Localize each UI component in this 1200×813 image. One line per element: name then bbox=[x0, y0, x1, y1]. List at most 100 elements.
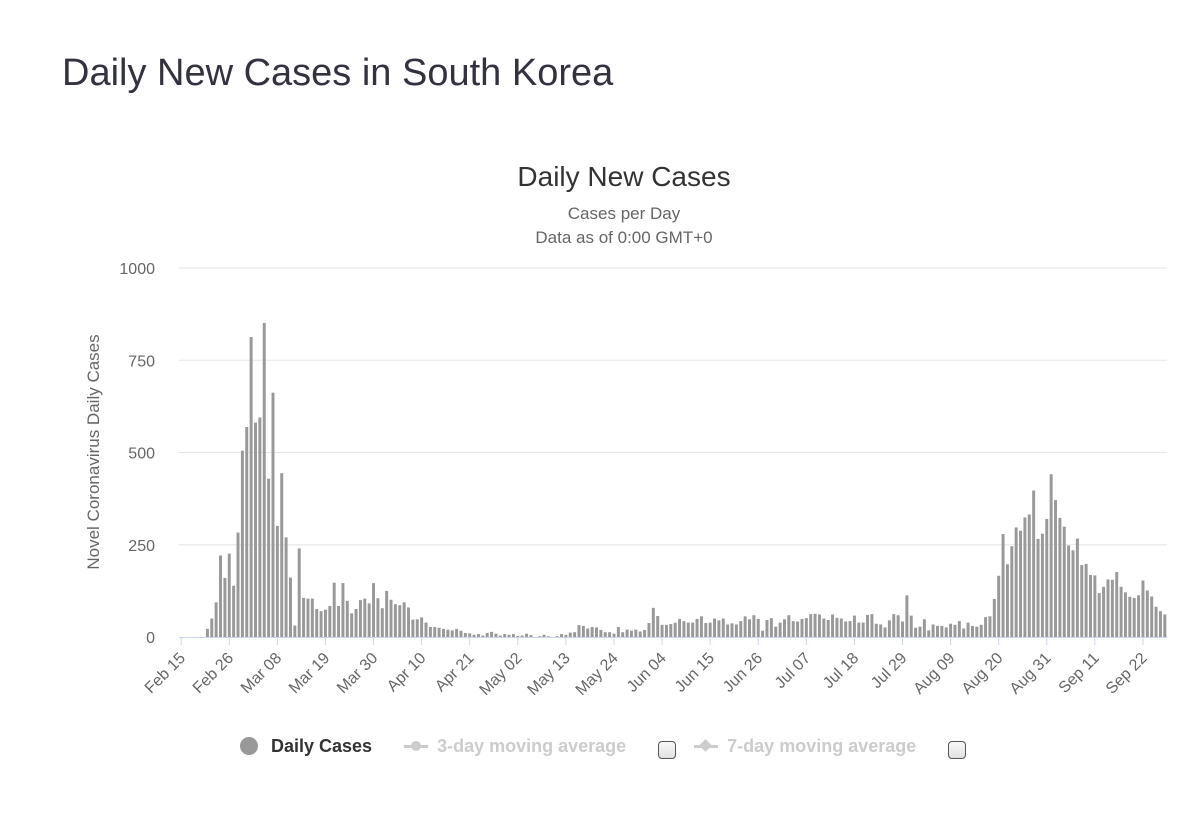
bar[interactable] bbox=[1141, 580, 1145, 637]
bar[interactable] bbox=[1054, 500, 1058, 637]
bar[interactable] bbox=[822, 618, 826, 637]
bar[interactable] bbox=[280, 473, 284, 637]
bar[interactable] bbox=[599, 629, 603, 637]
bar[interactable] bbox=[1010, 546, 1014, 637]
bar[interactable] bbox=[1115, 572, 1119, 637]
bar[interactable] bbox=[695, 618, 699, 637]
bar[interactable] bbox=[752, 615, 756, 637]
bar[interactable] bbox=[1106, 579, 1110, 637]
bar[interactable] bbox=[319, 611, 323, 637]
bar[interactable] bbox=[288, 577, 292, 637]
bar[interactable] bbox=[1158, 611, 1162, 637]
bar[interactable] bbox=[481, 635, 485, 637]
bar[interactable] bbox=[774, 626, 778, 637]
bar[interactable] bbox=[345, 600, 349, 637]
bar[interactable] bbox=[590, 627, 594, 637]
bar[interactable] bbox=[450, 630, 454, 637]
bar[interactable] bbox=[936, 625, 939, 637]
bar[interactable] bbox=[608, 632, 612, 637]
bar[interactable] bbox=[616, 627, 620, 637]
bar[interactable] bbox=[1014, 527, 1018, 637]
bar[interactable] bbox=[210, 618, 214, 637]
bar[interactable] bbox=[564, 634, 568, 637]
bar[interactable] bbox=[407, 607, 410, 637]
bar[interactable] bbox=[949, 623, 953, 637]
bar[interactable] bbox=[428, 627, 432, 637]
bar[interactable] bbox=[682, 621, 686, 637]
bar[interactable] bbox=[525, 633, 529, 637]
bar[interactable] bbox=[844, 621, 848, 638]
bar[interactable] bbox=[1137, 595, 1141, 637]
bar[interactable] bbox=[962, 628, 966, 637]
bar[interactable] bbox=[297, 548, 301, 637]
bar[interactable] bbox=[507, 634, 511, 637]
bar[interactable] bbox=[1080, 565, 1084, 637]
bar[interactable] bbox=[997, 575, 1001, 637]
bar[interactable] bbox=[310, 598, 314, 637]
bar[interactable] bbox=[892, 614, 896, 637]
bar[interactable] bbox=[385, 590, 389, 638]
bar[interactable] bbox=[503, 634, 507, 637]
bar[interactable] bbox=[848, 621, 852, 637]
bar[interactable] bbox=[262, 322, 266, 637]
bar[interactable] bbox=[393, 604, 397, 637]
bar[interactable] bbox=[1102, 586, 1106, 637]
bar[interactable] bbox=[516, 635, 520, 637]
bar[interactable] bbox=[778, 622, 782, 637]
bar[interactable] bbox=[1089, 575, 1092, 637]
bar[interactable] bbox=[205, 628, 209, 637]
bar[interactable] bbox=[612, 633, 616, 637]
7-day-average-checkbox[interactable] bbox=[948, 741, 967, 759]
bar[interactable] bbox=[555, 636, 559, 637]
bar[interactable] bbox=[874, 623, 878, 637]
bar[interactable] bbox=[1045, 518, 1049, 637]
bar[interactable] bbox=[232, 585, 236, 637]
bar[interactable] bbox=[979, 624, 983, 637]
bar[interactable] bbox=[293, 625, 297, 637]
bar[interactable] bbox=[1128, 596, 1132, 637]
bar[interactable] bbox=[861, 622, 865, 637]
bar[interactable] bbox=[887, 620, 891, 637]
bar[interactable] bbox=[1036, 538, 1040, 637]
bar[interactable] bbox=[651, 607, 655, 637]
bar[interactable] bbox=[656, 615, 660, 637]
bar[interactable] bbox=[734, 624, 738, 637]
bar[interactable] bbox=[332, 582, 336, 637]
bar[interactable] bbox=[953, 624, 957, 637]
bar[interactable] bbox=[542, 634, 546, 637]
bar[interactable] bbox=[1049, 474, 1053, 637]
bar[interactable] bbox=[284, 537, 288, 637]
bar-series-daily-cases[interactable] bbox=[205, 322, 1167, 638]
bar[interactable] bbox=[743, 616, 747, 637]
bar[interactable] bbox=[918, 626, 922, 637]
bar[interactable] bbox=[415, 619, 419, 637]
bar[interactable] bbox=[577, 625, 581, 637]
bar[interactable] bbox=[341, 583, 345, 637]
bar[interactable] bbox=[726, 624, 730, 637]
bar[interactable] bbox=[791, 621, 795, 637]
bar[interactable] bbox=[328, 606, 332, 637]
bar[interactable] bbox=[678, 618, 682, 637]
bar[interactable] bbox=[813, 613, 817, 637]
3-day-average-checkbox[interactable] bbox=[658, 741, 677, 759]
bar[interactable] bbox=[1062, 526, 1066, 637]
bar[interactable] bbox=[970, 625, 974, 637]
bar[interactable] bbox=[420, 617, 424, 637]
bar[interactable] bbox=[236, 532, 240, 637]
bar[interactable] bbox=[660, 624, 664, 637]
bar[interactable] bbox=[214, 602, 218, 637]
bar[interactable] bbox=[468, 633, 472, 637]
bar[interactable] bbox=[446, 629, 450, 637]
bar[interactable] bbox=[804, 618, 808, 637]
bar[interactable] bbox=[761, 630, 765, 637]
bar[interactable] bbox=[704, 622, 708, 637]
bar[interactable] bbox=[717, 620, 721, 637]
bar[interactable] bbox=[944, 627, 948, 637]
bar[interactable] bbox=[1058, 517, 1062, 637]
bar[interactable] bbox=[1032, 490, 1036, 637]
bar[interactable] bbox=[1132, 597, 1136, 637]
bar[interactable] bbox=[831, 614, 835, 637]
bar[interactable] bbox=[529, 635, 533, 637]
bar[interactable] bbox=[914, 627, 918, 637]
bar[interactable] bbox=[354, 608, 358, 637]
